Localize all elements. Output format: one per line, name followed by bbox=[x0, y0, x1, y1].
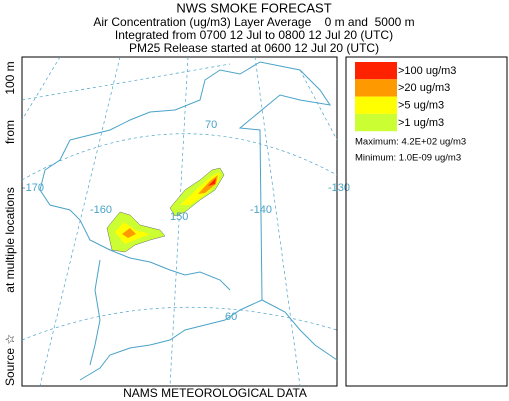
legend-label: >1 ug/m3 bbox=[398, 117, 444, 129]
graticule bbox=[299, 69, 338, 141]
map-label: -140 bbox=[250, 204, 272, 216]
graticule bbox=[21, 306, 338, 341]
legend-swatch bbox=[355, 62, 397, 80]
side-text: 100 m bbox=[3, 61, 17, 94]
subtitle: Air Concentration (ug/m3) Layer Average … bbox=[93, 15, 414, 29]
legend-frame bbox=[345, 56, 508, 387]
smoke-plume bbox=[208, 178, 216, 186]
smoke-plume bbox=[180, 172, 220, 205]
graticule bbox=[21, 133, 338, 181]
title: NWS SMOKE FORECAST bbox=[176, 0, 331, 15]
legend: >100 ug/m3 >20 ug/m3 >5 ug/m3 >1 ug/m3 bbox=[355, 62, 456, 132]
legend-label: >20 ug/m3 bbox=[398, 82, 450, 94]
legend-min: Minimum: 1.0E-09 ug/m3 bbox=[355, 153, 461, 164]
graticule bbox=[254, 56, 301, 387]
coastline bbox=[69, 61, 338, 381]
coastline bbox=[39, 139, 231, 291]
legend-label: >100 ug/m3 bbox=[398, 65, 456, 77]
legend-label: >5 ug/m3 bbox=[398, 100, 444, 112]
smoke-plume bbox=[198, 175, 218, 194]
side-text: Source ☆ bbox=[3, 334, 17, 386]
legend-max: Maximum: 4.2E+02 ug/m3 bbox=[355, 137, 466, 148]
legend-swatch bbox=[355, 113, 397, 132]
side-text: from bbox=[3, 120, 17, 144]
legend-swatch bbox=[355, 96, 397, 114]
map: -170 -160 150 -140 -130 70 60 bbox=[21, 56, 350, 387]
side-text: at multiple locations bbox=[3, 187, 17, 292]
footer: NAMS METEOROLOGICAL DATA bbox=[123, 386, 307, 400]
subtitle: Integrated from 0700 12 Jul to 0800 12 J… bbox=[115, 28, 393, 42]
side-label: Source ☆ at multiple locations from 100 … bbox=[3, 61, 17, 386]
graticule bbox=[21, 63, 231, 101]
graticule bbox=[39, 56, 121, 387]
graticule bbox=[169, 56, 189, 387]
coastline bbox=[89, 259, 101, 366]
map-label: -170 bbox=[22, 182, 44, 194]
legend-swatch bbox=[355, 79, 397, 97]
map-label: -130 bbox=[328, 182, 350, 194]
map-label: 150 bbox=[170, 211, 188, 223]
graticule bbox=[21, 56, 61, 121]
smoke-plume bbox=[122, 228, 136, 238]
subtitle: PM25 Release started at 0600 12 Jul 20 (… bbox=[129, 41, 379, 55]
map-frame bbox=[21, 56, 338, 387]
map-label: 60 bbox=[225, 311, 237, 323]
map-label: 70 bbox=[205, 119, 217, 131]
map-label: -160 bbox=[90, 204, 112, 216]
